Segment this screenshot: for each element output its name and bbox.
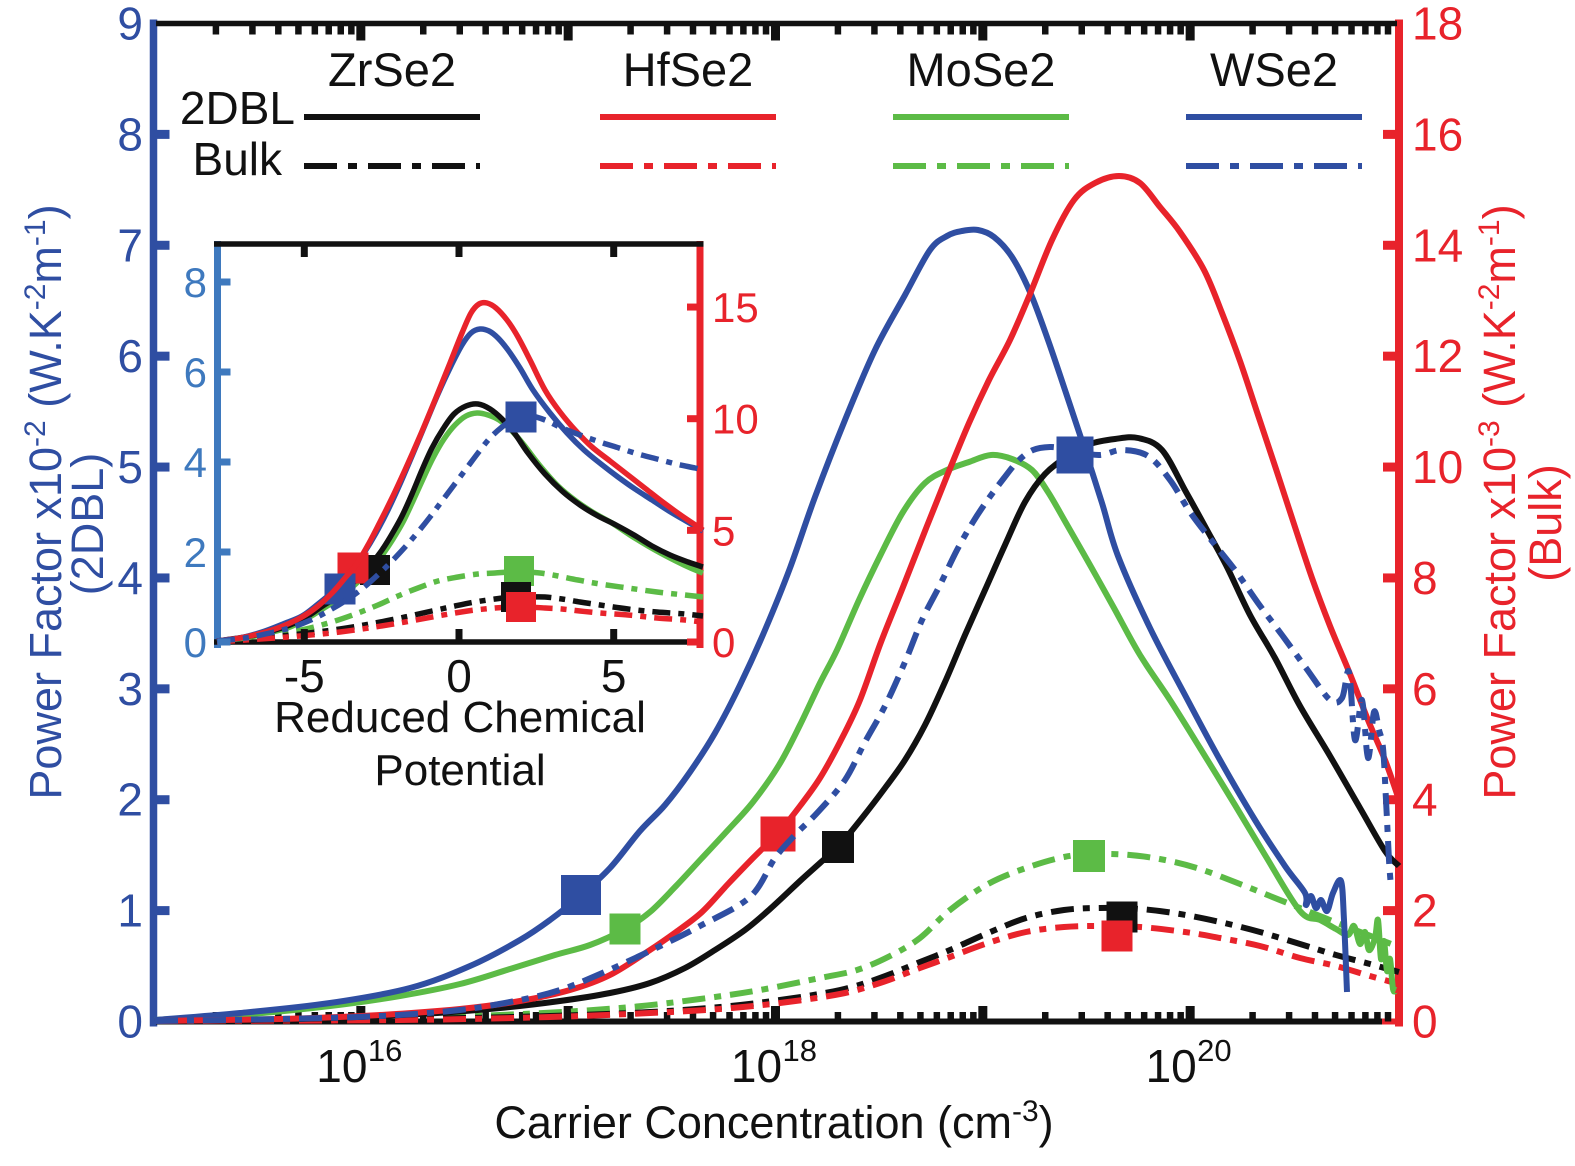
svg-text:14: 14 bbox=[1412, 219, 1463, 271]
svg-text:5: 5 bbox=[601, 650, 627, 702]
svg-text:16: 16 bbox=[1412, 108, 1463, 160]
svg-text:2: 2 bbox=[1412, 885, 1438, 937]
svg-text:4: 4 bbox=[184, 439, 207, 486]
svg-text:18: 18 bbox=[1412, 0, 1463, 50]
svg-text:-5: -5 bbox=[284, 650, 325, 702]
svg-text:5: 5 bbox=[712, 507, 735, 554]
svg-text:Power Factor x10-3 (W.K-2m-1): Power Factor x10-3 (W.K-2m-1) bbox=[1473, 204, 1525, 799]
svg-text:6: 6 bbox=[117, 330, 143, 382]
svg-text:WSe2: WSe2 bbox=[1210, 43, 1338, 96]
svg-text:8: 8 bbox=[184, 259, 207, 306]
svg-text:HfSe2: HfSe2 bbox=[623, 43, 754, 96]
svg-text:7: 7 bbox=[117, 219, 143, 271]
svg-text:9: 9 bbox=[117, 0, 143, 50]
svg-text:0: 0 bbox=[184, 619, 207, 666]
svg-text:18: 18 bbox=[783, 1033, 817, 1068]
svg-text:MoSe2: MoSe2 bbox=[907, 43, 1056, 96]
svg-text:0: 0 bbox=[1412, 996, 1438, 1048]
svg-text:10: 10 bbox=[1146, 1040, 1197, 1092]
svg-text:5: 5 bbox=[117, 441, 143, 493]
svg-text:8: 8 bbox=[117, 108, 143, 160]
svg-text:0: 0 bbox=[117, 996, 143, 1048]
svg-text:10: 10 bbox=[712, 396, 759, 443]
svg-text:0: 0 bbox=[712, 619, 735, 666]
svg-text:2DBL: 2DBL bbox=[180, 82, 295, 134]
svg-text:10: 10 bbox=[1412, 441, 1463, 493]
svg-text:10: 10 bbox=[731, 1040, 782, 1092]
svg-text:2: 2 bbox=[184, 529, 207, 576]
svg-text:Reduced Chemical: Reduced Chemical bbox=[274, 693, 646, 742]
svg-text:8: 8 bbox=[1412, 552, 1438, 604]
svg-text:15: 15 bbox=[712, 284, 759, 331]
svg-text:3: 3 bbox=[117, 663, 143, 715]
svg-text:1: 1 bbox=[117, 885, 143, 937]
svg-text:ZrSe2: ZrSe2 bbox=[328, 43, 456, 96]
svg-text:0: 0 bbox=[446, 650, 472, 702]
svg-text:16: 16 bbox=[368, 1033, 402, 1068]
svg-text:12: 12 bbox=[1412, 330, 1463, 382]
svg-text:2: 2 bbox=[117, 774, 143, 826]
svg-text:6: 6 bbox=[184, 349, 207, 396]
svg-text:(2DBL): (2DBL) bbox=[62, 453, 113, 596]
svg-text:(Bulk): (Bulk) bbox=[1520, 464, 1571, 582]
svg-text:Bulk: Bulk bbox=[193, 133, 283, 185]
svg-text:10: 10 bbox=[316, 1040, 367, 1092]
svg-text:4: 4 bbox=[1412, 774, 1438, 826]
svg-text:6: 6 bbox=[1412, 663, 1438, 715]
svg-text:Carrier Concentration (cm-3): Carrier Concentration (cm-3) bbox=[494, 1095, 1053, 1148]
svg-text:20: 20 bbox=[1197, 1033, 1231, 1068]
svg-text:4: 4 bbox=[117, 552, 143, 604]
svg-text:Potential: Potential bbox=[374, 746, 545, 795]
